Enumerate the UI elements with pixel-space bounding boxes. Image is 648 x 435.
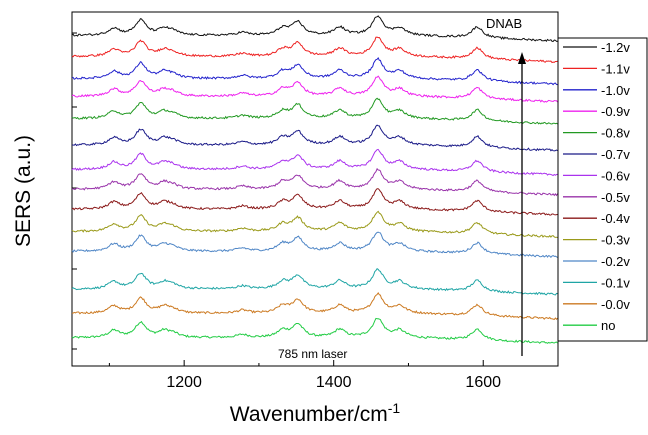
y-axis-ticks <box>72 32 77 350</box>
series-line--0.9v <box>71 75 558 103</box>
series-line--0.1v <box>71 268 558 296</box>
series-line--0.5v <box>71 167 559 197</box>
legend-box <box>557 37 648 342</box>
legend-label: -0.0v <box>601 297 630 312</box>
top-annotation: DNAB <box>486 16 522 31</box>
x-axis-label-sup: -1 <box>388 400 401 416</box>
legend-label: -0.7v <box>601 147 630 162</box>
series-line--1.2v <box>71 15 558 43</box>
legend-label: -0.5v <box>601 190 630 205</box>
annotation-arrow <box>518 52 526 356</box>
y-axis-label: SERS (a.u.) <box>12 135 35 247</box>
series-line--0.2v <box>71 231 558 259</box>
legend-label: -0.4v <box>601 211 630 226</box>
series-line--0.6v <box>71 148 558 177</box>
legend-label: -0.8v <box>601 126 630 141</box>
series-line--0.0v <box>71 291 558 321</box>
plot-frame <box>71 11 559 367</box>
legend-label: -1.0v <box>601 83 630 98</box>
legend-label: -0.1v <box>601 275 630 290</box>
legend-label: -1.1v <box>601 61 630 76</box>
legend-label: -1.2v <box>601 40 630 55</box>
legend: -1.2v -1.1v -1.0v -0.9v -0.8v -0.7v -0.6v -0.5v… <box>557 37 648 342</box>
legend-label: -0.3v <box>601 233 630 248</box>
series-line--0.8v <box>71 97 558 125</box>
series-line--0.4v <box>71 188 558 216</box>
legend-label: no <box>601 318 615 333</box>
series-line--0.7v <box>72 124 558 152</box>
series-line-no <box>71 317 558 344</box>
x-tick-label: 1200 <box>166 374 202 391</box>
series-lines <box>71 15 559 344</box>
x-tick-label: 1400 <box>316 374 352 391</box>
x-axis-ticks: 1200 1400 1600 <box>108 360 559 391</box>
x-axis-label: Wavenumber/cm-1 <box>230 400 401 426</box>
x-tick-label: 1600 <box>465 374 501 391</box>
legend-label: -0.9v <box>601 104 630 119</box>
series-line--1.0v <box>71 56 558 86</box>
bottom-annotation: 785 nm laser <box>278 347 347 361</box>
x-axis-label-base: Wavenumber/cm <box>230 403 388 426</box>
legend-label: -0.6v <box>601 168 630 183</box>
series-line--1.1v <box>71 36 558 64</box>
legend-label: -0.2v <box>601 254 630 269</box>
series-line--0.3v <box>71 210 558 238</box>
